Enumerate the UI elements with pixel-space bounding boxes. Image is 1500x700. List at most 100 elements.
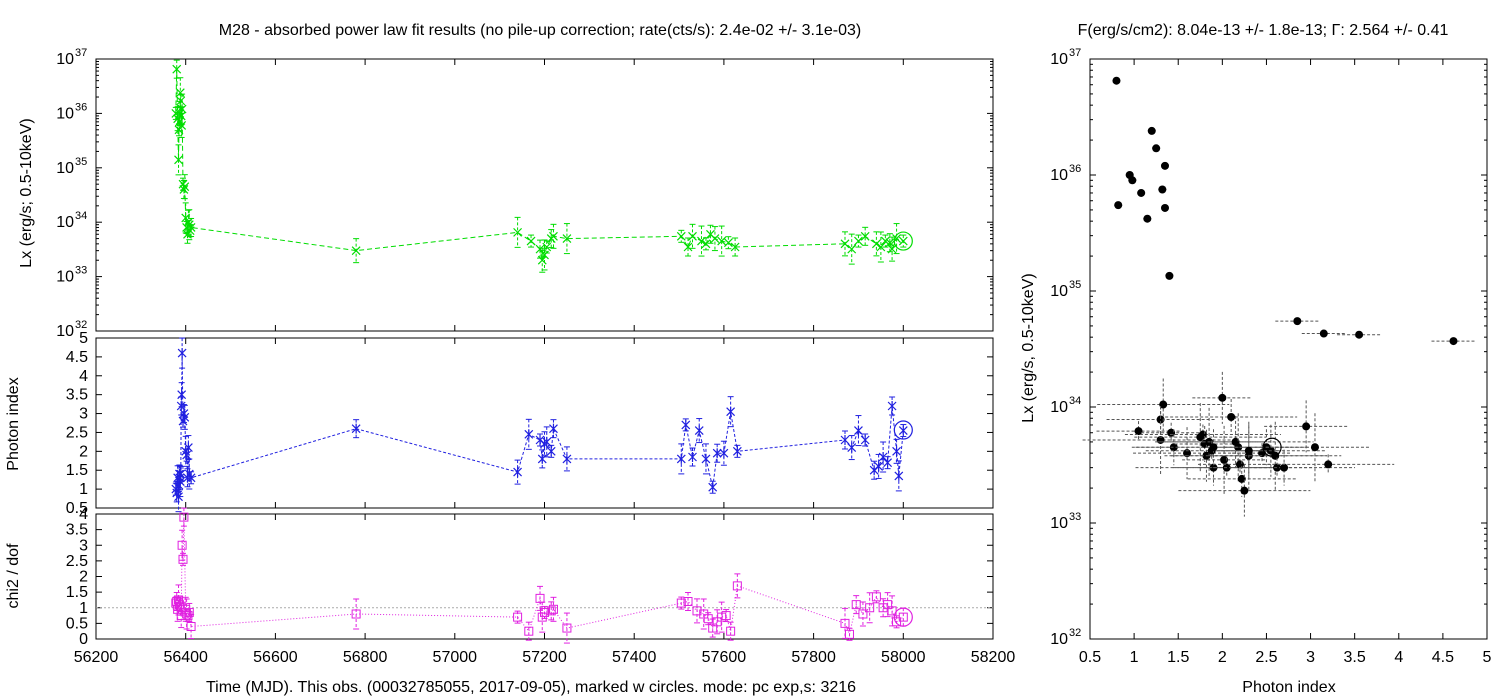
scatter-point xyxy=(1156,415,1165,424)
scatter-point xyxy=(1280,463,1289,472)
data-point xyxy=(894,470,904,481)
data-point xyxy=(892,617,902,627)
data-point xyxy=(182,450,192,461)
data-point xyxy=(183,442,193,453)
data-point xyxy=(676,453,686,464)
x-tick-label: 1 xyxy=(1130,649,1139,666)
data-point xyxy=(676,231,686,241)
data-point xyxy=(854,236,863,246)
data-point xyxy=(854,425,863,436)
data-point xyxy=(535,435,545,445)
data-point xyxy=(701,453,711,464)
x-tick-label: 57600 xyxy=(702,649,747,666)
data-point xyxy=(548,604,558,614)
data-point xyxy=(562,623,572,633)
data-point xyxy=(524,429,534,440)
y-tick-label: 1.5 xyxy=(66,462,88,479)
scatter-point xyxy=(1165,271,1174,280)
data-point xyxy=(688,231,697,241)
data-point xyxy=(540,607,549,617)
data-point xyxy=(175,108,185,118)
left-title: M28 - absorbed power law fit results (no… xyxy=(219,22,862,39)
data-point xyxy=(186,622,196,631)
data-point xyxy=(871,592,881,602)
y-tick-label: 3.5 xyxy=(66,522,88,539)
data-point xyxy=(182,609,192,619)
y-tick-label: 1.5 xyxy=(66,584,88,601)
data-point xyxy=(176,96,186,106)
data-point xyxy=(840,618,850,628)
data-point xyxy=(181,213,191,223)
series-line xyxy=(175,353,904,497)
y-tick-label: 1037 xyxy=(1050,47,1081,68)
y-tick-label: 3 xyxy=(79,537,88,554)
scatter-point xyxy=(1167,428,1176,437)
scatter-point xyxy=(1152,144,1161,153)
scatter-point xyxy=(1147,126,1156,135)
data-point xyxy=(887,244,897,254)
y-tick-label: 1036 xyxy=(56,101,87,122)
data-point xyxy=(174,595,184,605)
data-point xyxy=(176,469,186,479)
data-point xyxy=(694,425,704,436)
data-point xyxy=(184,607,194,617)
series-line xyxy=(175,517,904,636)
data-point xyxy=(683,242,693,252)
data-point xyxy=(537,453,547,464)
scatter-point xyxy=(1158,185,1167,194)
data-point xyxy=(177,540,187,550)
y-tick-label: 0.5 xyxy=(66,500,88,517)
data-point xyxy=(732,446,742,457)
data-point xyxy=(860,231,870,241)
scatter-point xyxy=(1183,449,1192,458)
data-point xyxy=(175,88,185,98)
data-point xyxy=(701,239,711,249)
scatter-point xyxy=(1169,443,1178,452)
x-tick-label: 56800 xyxy=(343,649,388,666)
data-point xyxy=(892,446,901,457)
scatter-point xyxy=(1128,176,1137,185)
scatter-point xyxy=(1114,201,1123,210)
data-point xyxy=(719,448,729,459)
data-point xyxy=(186,472,196,483)
data-point xyxy=(542,242,552,252)
data-point xyxy=(874,461,884,472)
data-point xyxy=(858,609,868,619)
data-point xyxy=(840,435,850,445)
y-tick-label: 1034 xyxy=(56,210,87,231)
data-point xyxy=(883,457,893,468)
scatter-point xyxy=(1134,427,1143,436)
photon-index-panel: 0.5 1 1.5 2 2.53 3.5 4 4.5 5 xyxy=(66,330,994,517)
chi2-panel: 00.511.522.533.54 56200 56400 56600 56800 570… xyxy=(66,506,1016,666)
scatter-point xyxy=(1159,400,1168,409)
x-tick-label: 0.5 xyxy=(1079,649,1101,666)
y-tick-label: 2.5 xyxy=(66,424,88,441)
scatter-point xyxy=(1355,330,1364,339)
data-point xyxy=(898,236,908,246)
scatter-point xyxy=(1218,393,1227,402)
data-point xyxy=(730,242,740,252)
data-point xyxy=(172,64,182,74)
data-point xyxy=(887,401,897,411)
data-point xyxy=(723,238,733,248)
data-point xyxy=(562,453,572,464)
data-point xyxy=(526,236,536,246)
data-point xyxy=(697,236,706,246)
data-point xyxy=(683,597,693,606)
data-point xyxy=(185,226,195,236)
data-point xyxy=(540,250,549,260)
data-point xyxy=(869,465,879,476)
data-point xyxy=(708,482,718,493)
lx-panel-ylabel: Lx (erg/s; 0.5-10keV) xyxy=(18,118,35,267)
y-tick-label: 1036 xyxy=(1050,163,1081,184)
y-tick-label: 3 xyxy=(79,406,88,423)
data-point xyxy=(847,244,857,254)
scatter-point xyxy=(1449,337,1458,346)
data-point xyxy=(876,242,886,252)
this-obs-marker xyxy=(893,231,913,251)
scatter-point xyxy=(1310,443,1319,452)
data-point xyxy=(177,104,187,114)
scatter-point xyxy=(1324,460,1333,469)
data-point xyxy=(860,435,870,445)
